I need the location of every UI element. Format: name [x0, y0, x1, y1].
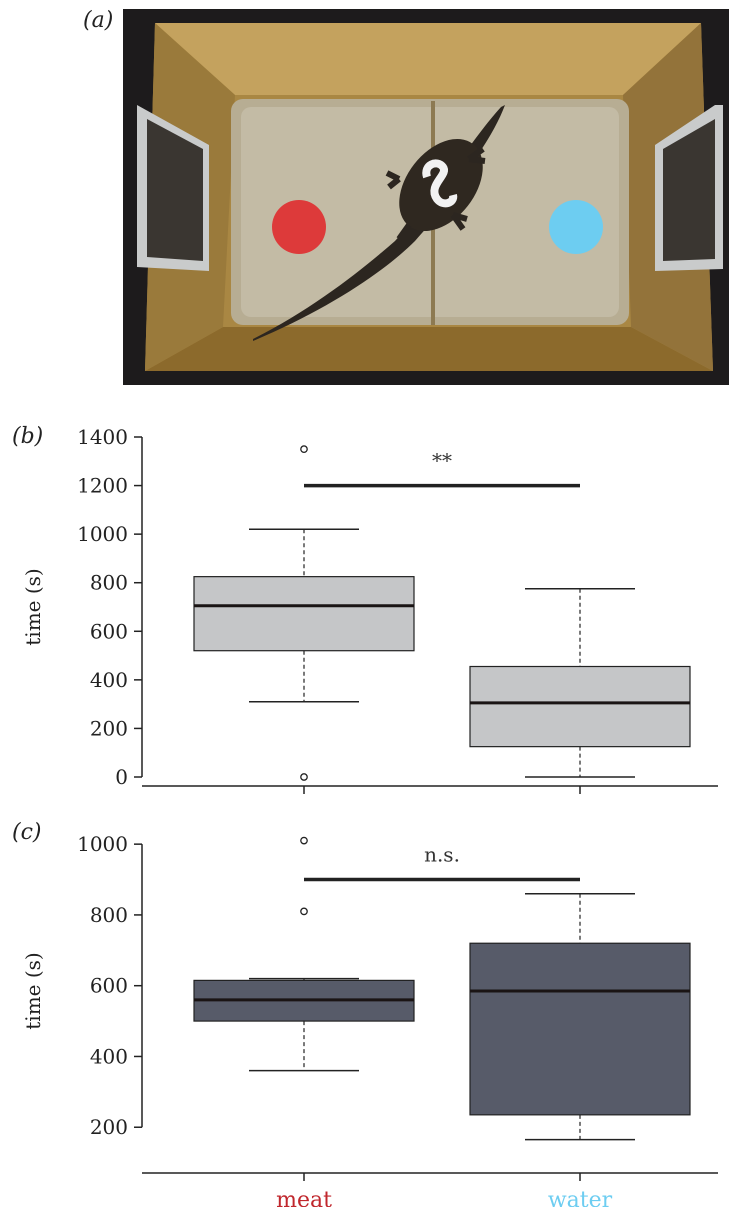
chart-c: 200 400 600 800 1000 time (s) meat water n.s. — [21, 832, 718, 1207]
box-meat — [193, 576, 415, 652]
panel-b-label: (b) — [12, 424, 44, 449]
blue-target-disc — [549, 200, 603, 254]
outlier-point — [300, 907, 308, 916]
y-tick-label: 600 — [90, 619, 128, 643]
significance-label: n.s. — [424, 843, 460, 867]
x-tick-label: meat — [276, 1188, 332, 1207]
significance-label: ** — [432, 449, 452, 473]
box-water — [469, 665, 691, 748]
y-tick-label: 200 — [90, 716, 128, 740]
box-water — [469, 942, 691, 1116]
y-tick-label: 400 — [90, 668, 128, 692]
side-screen-right — [655, 105, 723, 271]
y-tick-label: 1400 — [77, 425, 128, 449]
chart-b: 0 200 400 600 800 1000 1200 1400 time (s) ** — [21, 425, 718, 794]
y-tick-label: 1200 — [77, 474, 128, 498]
y-tick-label: 0 — [115, 765, 128, 789]
y-tick-label: 800 — [90, 571, 128, 595]
crocodile — [253, 105, 505, 341]
outlier-point — [300, 445, 308, 453]
x-tick-label: water — [548, 1188, 613, 1207]
side-screen-left — [137, 105, 209, 271]
y-tick-label: 200 — [90, 1115, 128, 1139]
y-tick-label: 1000 — [77, 832, 128, 856]
y-tick-label: 600 — [90, 974, 128, 998]
panel-a-label: (a) — [83, 8, 114, 33]
arena-photo — [123, 9, 729, 385]
panel-c-label: (c) — [12, 820, 42, 845]
y-axis-title: time (s) — [21, 568, 45, 645]
red-target-disc — [272, 200, 326, 254]
y-axis-title: time (s) — [21, 952, 45, 1029]
y-tick-label: 1000 — [77, 522, 128, 546]
y-tick-label: 800 — [90, 903, 128, 927]
y-tick-label: 400 — [90, 1044, 128, 1068]
outlier-point — [300, 773, 308, 781]
outlier-point — [300, 836, 308, 845]
